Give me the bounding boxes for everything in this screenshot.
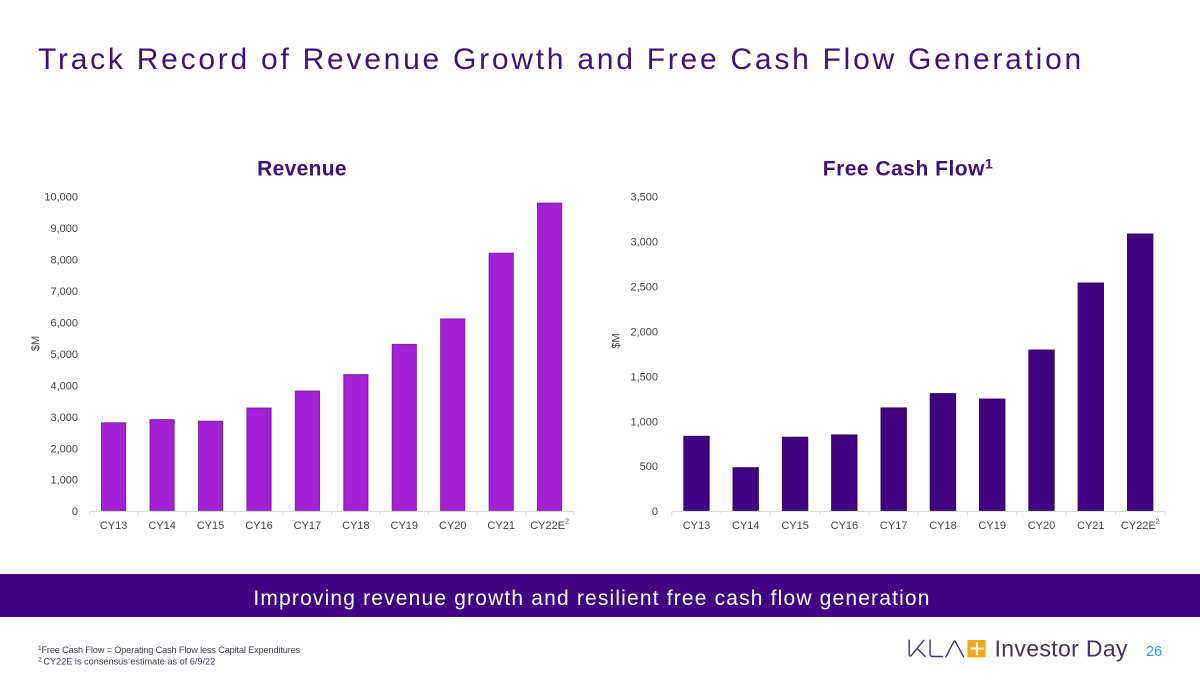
svg-text:$M: $M — [611, 333, 623, 348]
svg-text:3,000: 3,000 — [50, 412, 78, 424]
svg-text:2,000: 2,000 — [50, 443, 78, 455]
svg-text:0: 0 — [72, 506, 78, 518]
svg-text:Track Record of Revenue Growth: Track Record of Revenue Growth and Free … — [38, 43, 1084, 76]
svg-text:CY22E2: CY22E2 — [530, 519, 569, 533]
svg-text:500: 500 — [640, 461, 658, 473]
svg-text:1Free Cash Flow = Operating Ca: 1Free Cash Flow = Operating Cash Flow le… — [38, 645, 301, 655]
svg-text:0: 0 — [652, 506, 658, 518]
svg-text:10,000: 10,000 — [44, 192, 78, 204]
svg-text:CY18: CY18 — [342, 520, 370, 532]
svg-text:4,000: 4,000 — [50, 380, 78, 392]
svg-text:CY16: CY16 — [831, 520, 859, 532]
svg-text:5,000: 5,000 — [50, 349, 78, 361]
svg-text:CY14: CY14 — [732, 520, 760, 532]
svg-text:3,500: 3,500 — [630, 192, 658, 204]
svg-text:Investor Day: Investor Day — [995, 636, 1128, 662]
svg-text:CY17: CY17 — [294, 520, 322, 532]
svg-text:CY17: CY17 — [880, 520, 908, 532]
svg-text:2 CY22E is consensus estimate: 2 CY22E is consensus estimate as of 6/9/… — [38, 657, 215, 667]
svg-text:Revenue: Revenue — [257, 158, 347, 181]
svg-text:CY22E2: CY22E2 — [1121, 519, 1160, 533]
svg-text:CY15: CY15 — [781, 520, 809, 532]
svg-text:9,000: 9,000 — [50, 223, 78, 235]
svg-text:CY20: CY20 — [1028, 520, 1056, 532]
svg-text:CY16: CY16 — [245, 520, 273, 532]
svg-text:CY20: CY20 — [439, 520, 467, 532]
svg-text:7,000: 7,000 — [50, 286, 78, 298]
svg-text:CY14: CY14 — [148, 520, 176, 532]
svg-text:6,000: 6,000 — [50, 317, 78, 329]
svg-text:1,000: 1,000 — [50, 475, 78, 487]
svg-text:CY15: CY15 — [197, 520, 225, 532]
svg-text:26: 26 — [1146, 644, 1162, 660]
svg-text:CY18: CY18 — [929, 520, 957, 532]
svg-text:CY19: CY19 — [978, 520, 1006, 532]
svg-text:CY13: CY13 — [100, 520, 128, 532]
svg-text:CY21: CY21 — [1077, 520, 1105, 532]
svg-text:CY21: CY21 — [487, 520, 515, 532]
svg-text:2,000: 2,000 — [630, 326, 658, 338]
svg-text:$M: $M — [30, 336, 42, 351]
svg-text:1,000: 1,000 — [630, 416, 658, 428]
svg-text:2,500: 2,500 — [630, 281, 658, 293]
svg-text:Free Cash Flow1: Free Cash Flow1 — [823, 156, 994, 181]
svg-text:Improving revenue growth and r: Improving revenue growth and resilient f… — [253, 587, 930, 610]
svg-text:8,000: 8,000 — [50, 254, 78, 266]
svg-text:3,000: 3,000 — [630, 237, 658, 249]
svg-text:CY13: CY13 — [683, 520, 711, 532]
svg-text:CY19: CY19 — [391, 520, 419, 532]
svg-text:1,500: 1,500 — [630, 371, 658, 383]
